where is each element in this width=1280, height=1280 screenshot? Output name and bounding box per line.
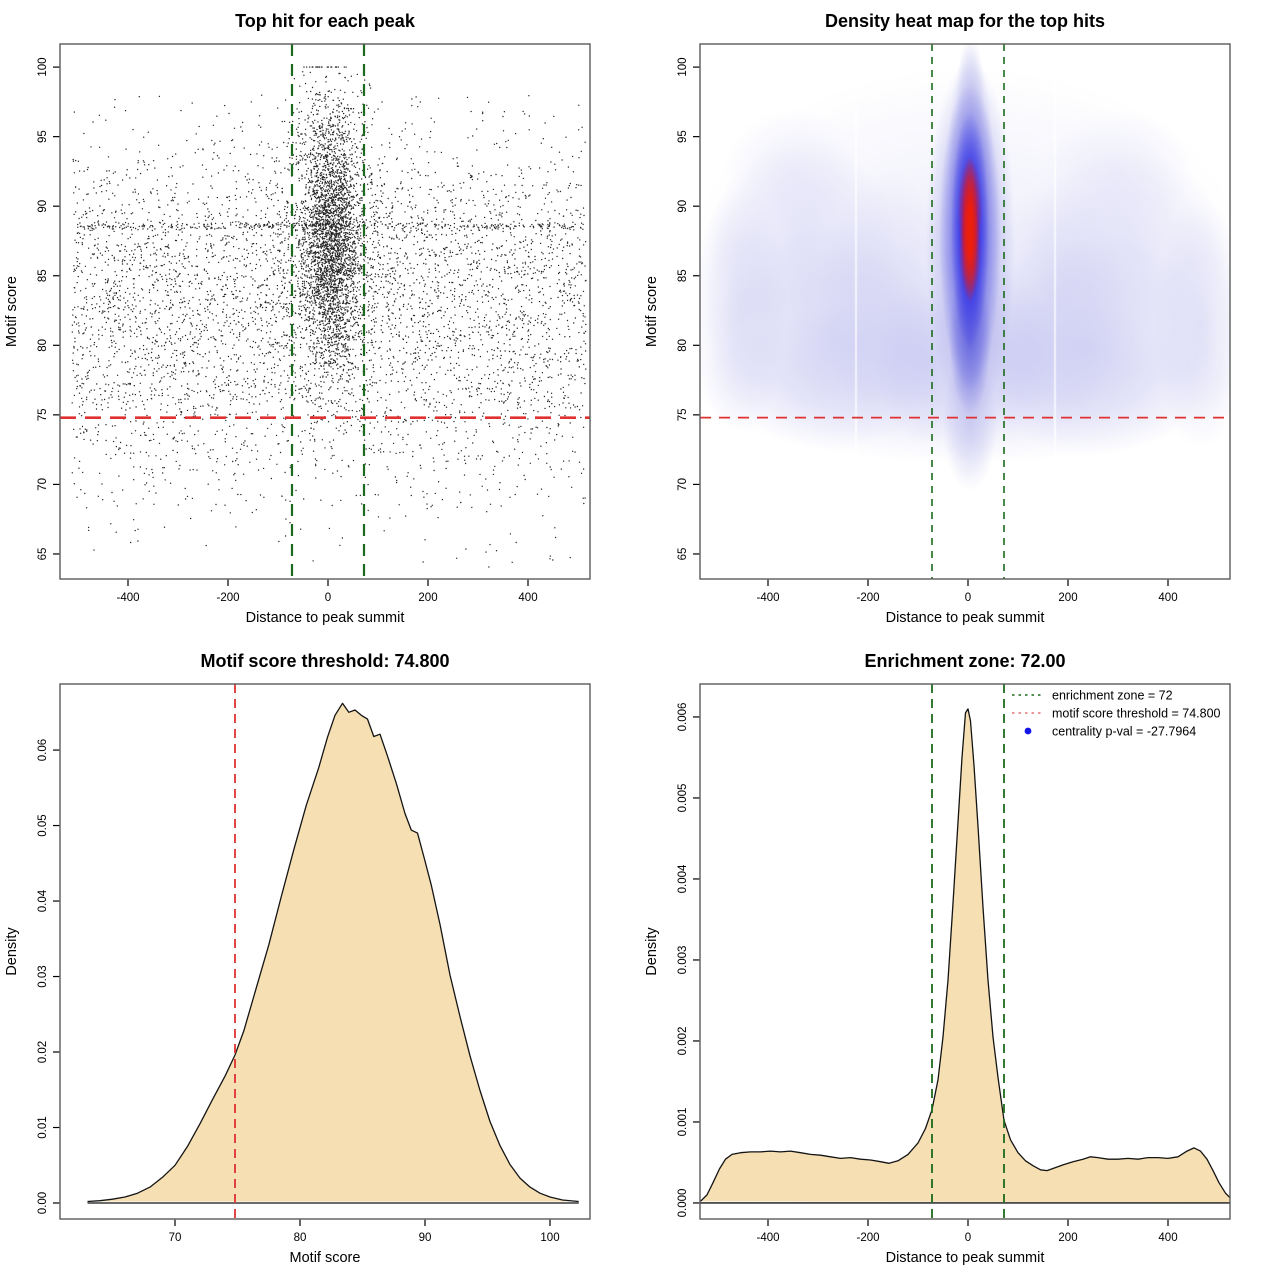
y-tick-label: 100 <box>37 57 49 76</box>
x-axis-label: Distance to peak summit <box>246 610 405 626</box>
y-tick-label: 0.01 <box>37 1116 49 1138</box>
y-axis-label: Motif score <box>644 276 660 347</box>
heatmap-plot-svg: -400 -200 0 200 400 65 70 75 80 85 90 95 100 Density … <box>644 11 1231 626</box>
y-tick-label: 0.000 <box>677 1189 689 1218</box>
scatter-plot-svg: -400 -200 0 200 400 65 70 75 80 85 90 95 100 Top hit … <box>4 11 591 626</box>
y-tick-label: 0.05 <box>37 814 49 836</box>
legend-point-sample <box>1024 727 1032 735</box>
x-tick-label: 200 <box>1058 592 1077 604</box>
panel-motif-score-density: Motif score threshold: 74.800 70 80 90 100 0… <box>0 640 640 1280</box>
top-hits-heatmap-content <box>700 44 1230 579</box>
score-density-plot-svg: 70 80 90 100 0.00 0.01 0.02 0.03 0.04 0.05 0.06 Mot… <box>4 651 591 1266</box>
y-tick-label: 0.005 <box>677 784 689 813</box>
y-axis-label: Motif score <box>4 276 20 347</box>
x-axis-label: Motif score <box>290 1250 361 1266</box>
y-tick-label: 0.02 <box>37 1041 49 1063</box>
y-tick-label: 80 <box>677 339 689 352</box>
heatmap-seam <box>854 60 858 478</box>
plot-box <box>699 683 1231 1220</box>
motif-score-density-content <box>87 684 579 1219</box>
x-tick-label: 200 <box>418 592 437 604</box>
x-tick-label: 80 <box>294 1232 307 1244</box>
x-tick-label: 0 <box>965 1232 971 1244</box>
x-tick-label: -400 <box>756 1232 779 1244</box>
panel-scatter-top-hits: Top hit for each peak -400 -200 0 200 400 65 7… <box>0 0 640 640</box>
panel-distance-density: Enrichment zone: 72.00 -400 -200 0 200 400 0.… <box>640 640 1280 1280</box>
x-axis-label: Distance to peak summit <box>886 610 1045 626</box>
y-tick-label: 95 <box>37 130 49 143</box>
y-axis-label: Density <box>644 927 660 976</box>
axes: -400 -200 0 200 400 65 70 75 80 85 90 95 100 <box>37 57 538 604</box>
x-tick-label: 90 <box>419 1232 432 1244</box>
x-tick-label: -200 <box>856 592 879 604</box>
heat-blob <box>1043 108 1193 235</box>
y-tick-label: 65 <box>677 548 689 561</box>
x-tick-label: -400 <box>756 592 779 604</box>
y-tick-label: 0.00 <box>37 1192 49 1214</box>
plot-title: Density heat map for the top hits <box>825 11 1105 31</box>
density-curve <box>87 702 579 1203</box>
axes: -400 -200 0 200 400 0.000 0.001 0.002 0.003 0.004… <box>677 703 1178 1244</box>
x-tick-label: 0 <box>965 592 971 604</box>
plot-title: Enrichment zone: 72.00 <box>864 651 1065 671</box>
density-curve <box>700 708 1230 1202</box>
y-tick-label: 75 <box>677 408 689 421</box>
y-tick-label: 75 <box>37 408 49 421</box>
x-tick-label: 0 <box>325 592 331 604</box>
legend-label: motif score threshold = 74.800 <box>1052 707 1221 721</box>
y-tick-label: 90 <box>677 200 689 213</box>
x-tick-label: 200 <box>1058 1232 1077 1244</box>
y-tick-label: 70 <box>37 478 49 491</box>
y-axis-label: Density <box>4 927 20 976</box>
plot-box <box>59 43 591 580</box>
y-tick-label: 0.004 <box>677 864 689 893</box>
plot-title: Top hit for each peak <box>235 11 416 31</box>
x-tick-label: -200 <box>856 1232 879 1244</box>
y-tick-label: 85 <box>37 269 49 282</box>
legend-label: enrichment zone = 72 <box>1052 689 1173 703</box>
heat-blob <box>723 108 863 235</box>
legend: enrichment zone = 72 motif score threshol… <box>1012 689 1221 739</box>
y-tick-label: 65 <box>37 548 49 561</box>
x-tick-label: -400 <box>116 592 139 604</box>
y-tick-label: 0.03 <box>37 965 49 987</box>
scatter-points <box>71 66 587 568</box>
heat-blob <box>962 154 978 305</box>
distance-density-plot-svg: -400 -200 0 200 400 0.000 0.001 0.002 0.003 0.004… <box>644 651 1231 1266</box>
x-tick-label: 100 <box>540 1232 559 1244</box>
x-tick-label: 400 <box>518 592 537 604</box>
y-tick-label: 100 <box>677 57 689 76</box>
y-tick-label: 95 <box>677 130 689 143</box>
plot-box <box>59 683 591 1220</box>
heatmap-seam <box>1053 60 1057 478</box>
panel-density-heatmap: Density heat map for the top hits -400 -2… <box>640 0 1280 640</box>
y-tick-label: 70 <box>677 478 689 491</box>
y-tick-label: 85 <box>677 269 689 282</box>
y-tick-label: 90 <box>37 200 49 213</box>
plot-title: Motif score threshold: 74.800 <box>200 651 449 671</box>
y-tick-label: 0.06 <box>37 739 49 761</box>
heat-blob <box>1153 199 1230 450</box>
axes: 70 80 90 100 0.00 0.01 0.02 0.03 0.04 0.05 0.06 <box>37 739 560 1244</box>
y-tick-label: 0.003 <box>677 946 689 975</box>
y-tick-label: 80 <box>37 339 49 352</box>
heat-blob <box>700 185 788 436</box>
distance-density-content <box>700 684 1230 1219</box>
axes: -400 -200 0 200 400 65 70 75 80 85 90 95 100 <box>677 57 1178 604</box>
legend-label: centrality p-val = -27.7964 <box>1052 725 1196 739</box>
x-tick-label: 400 <box>1158 1232 1177 1244</box>
density-area <box>87 703 579 1202</box>
y-tick-label: 0.002 <box>677 1027 689 1056</box>
x-axis-label: Distance to peak summit <box>886 1250 1045 1266</box>
x-tick-label: 70 <box>169 1232 182 1244</box>
top-hits-scatter-content <box>60 44 590 579</box>
y-tick-label: 0.006 <box>677 703 689 732</box>
density-area <box>700 708 1230 1203</box>
y-tick-label: 0.04 <box>37 889 49 912</box>
x-tick-label: -200 <box>216 592 239 604</box>
y-tick-label: 0.001 <box>677 1108 689 1137</box>
plot-box <box>699 43 1231 580</box>
x-tick-label: 400 <box>1158 592 1177 604</box>
